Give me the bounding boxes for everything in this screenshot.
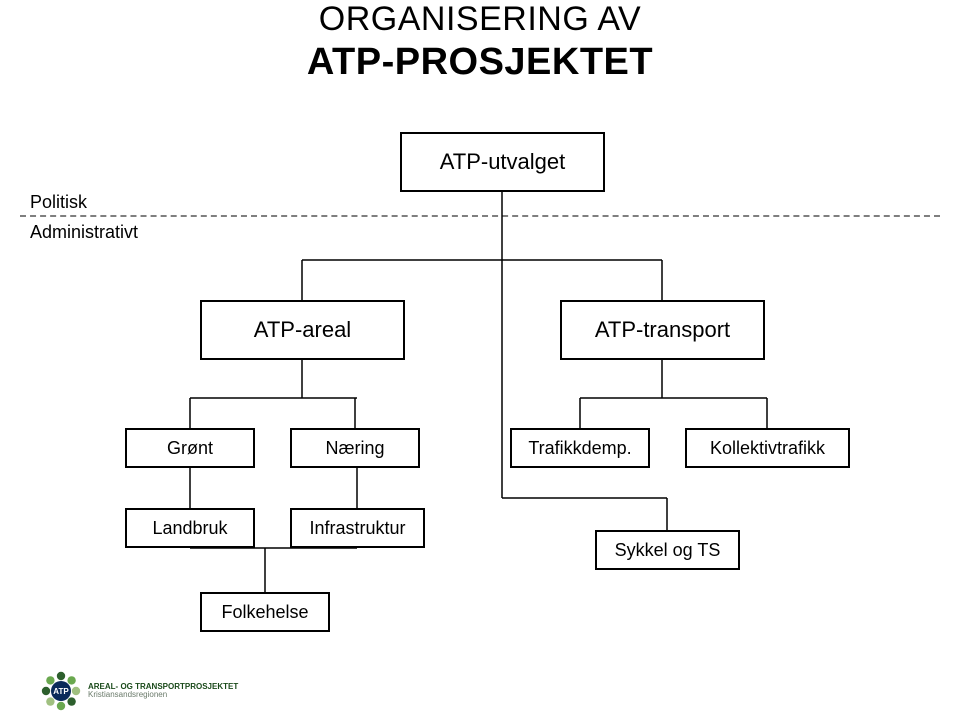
page-title: ORGANISERING AV ATP-PROSJEKTET xyxy=(0,0,960,84)
svg-text:ATP: ATP xyxy=(53,687,69,696)
label-administrativt: Administrativt xyxy=(30,222,138,243)
node-label: ATP-transport xyxy=(595,317,730,343)
node-label: Kollektivtrafikk xyxy=(710,438,825,459)
node-infrastruktur: Infrastruktur xyxy=(290,508,425,548)
atp-logo-text: AREAL- OG TRANSPORTPROSJEKTET Kristiansa… xyxy=(88,683,238,700)
node-landbruk: Landbruk xyxy=(125,508,255,548)
node-label: ATP-areal xyxy=(254,317,351,343)
node-sykkel-ts: Sykkel og TS xyxy=(595,530,740,570)
connector-layer xyxy=(0,0,960,720)
divider-line xyxy=(20,215,940,217)
node-label: Folkehelse xyxy=(221,602,308,623)
atp-logo-icon: ATP xyxy=(40,670,82,712)
node-label: ATP-utvalget xyxy=(440,149,566,175)
node-label: Trafikkdemp. xyxy=(528,438,631,459)
node-label: Næring xyxy=(325,438,384,459)
node-atp-utvalget: ATP-utvalget xyxy=(400,132,605,192)
node-kollektivtrafikk: Kollektivtrafikk xyxy=(685,428,850,468)
label-politisk: Politisk xyxy=(30,192,87,213)
node-atp-transport: ATP-transport xyxy=(560,300,765,360)
node-label: Grønt xyxy=(167,438,213,459)
node-folkehelse: Folkehelse xyxy=(200,592,330,632)
node-atp-areal: ATP-areal xyxy=(200,300,405,360)
node-label: Sykkel og TS xyxy=(615,540,721,561)
atp-logo: ATP AREAL- OG TRANSPORTPROSJEKTET Kristi… xyxy=(40,670,238,712)
node-gront: Grønt xyxy=(125,428,255,468)
node-trafikkdemp: Trafikkdemp. xyxy=(510,428,650,468)
title-line2: ATP-PROSJEKTET xyxy=(0,41,960,84)
logo-line2: Kristiansandsregionen xyxy=(88,691,238,699)
title-line1: ORGANISERING AV xyxy=(0,0,960,39)
node-label: Infrastruktur xyxy=(309,518,405,539)
node-naering: Næring xyxy=(290,428,420,468)
node-label: Landbruk xyxy=(152,518,227,539)
